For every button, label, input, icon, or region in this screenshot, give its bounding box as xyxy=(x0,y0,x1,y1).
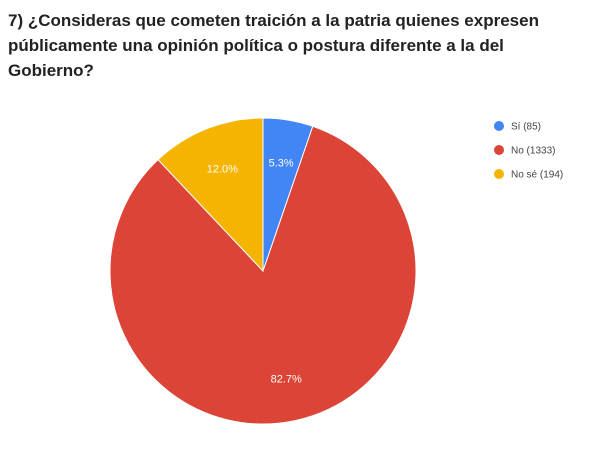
legend-label-no: No (1333) xyxy=(511,146,555,157)
chart-title: 7) ¿Consideras que cometen traición a la… xyxy=(8,11,539,80)
slice-label-no: 82.7% xyxy=(271,374,302,386)
legend-marker-no-se xyxy=(494,169,504,179)
pie-slice-no xyxy=(109,125,417,425)
pie-slice-no-se xyxy=(157,117,264,273)
slice-label-si: 5.3% xyxy=(269,157,294,169)
pie-slices xyxy=(109,117,417,425)
legend: Sí (85) No (1333) No sé (194) xyxy=(494,121,563,181)
legend-label-no-se: No sé (194) xyxy=(511,170,563,181)
legend-label-si: Sí (85) xyxy=(511,122,541,133)
legend-marker-si xyxy=(494,121,504,131)
pie-slice-labels: 5.3% 82.7% 12.0% xyxy=(207,157,302,385)
slice-label-no-se: 12.0% xyxy=(207,164,238,176)
legend-marker-no xyxy=(494,145,504,155)
